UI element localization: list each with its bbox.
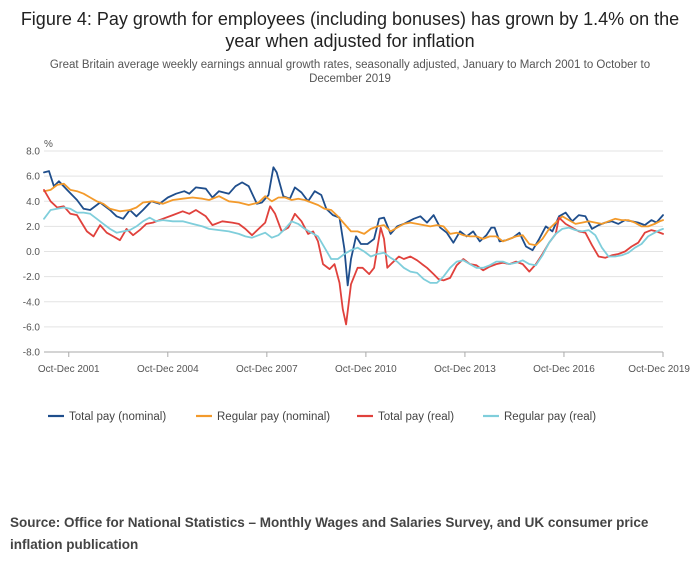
x-tick-label: Oct-Dec 2007 bbox=[236, 364, 298, 375]
series-line-3 bbox=[43, 189, 664, 326]
y-tick-label: 6.0 bbox=[26, 172, 40, 183]
legend-label: Regular pay (real) bbox=[504, 411, 596, 423]
x-tick-label: Oct-Dec 2016 bbox=[533, 364, 595, 375]
chart-subtitle: Great Britain average weekly earnings an… bbox=[49, 59, 651, 85]
legend: Total pay (nominal) Regular pay (nominal)… bbox=[48, 411, 596, 423]
y-tick-label: -4.0 bbox=[23, 297, 41, 308]
chart-title: Figure 4: Pay growth for employees (incl… bbox=[20, 9, 680, 51]
y-tick-label: -2.0 bbox=[23, 272, 41, 283]
y-axis: 8.0 6.0 4.0 2.0 0.0 -2.0 -4.0 -6.0 -8.0 bbox=[23, 147, 41, 359]
line-chart: % 8.0 6.0 4.0 2.0 0.0 -2.0 -4.0 -6.0 -8.0 Oct-De… bbox=[23, 139, 691, 423]
x-tick-label: Oct-Dec 2019 bbox=[628, 364, 690, 375]
series-line-4 bbox=[43, 206, 664, 284]
legend-label: Total pay (real) bbox=[378, 411, 454, 423]
source-note: Source: Office for National Statistics –… bbox=[10, 515, 649, 552]
y-tick-label: -6.0 bbox=[23, 322, 41, 333]
x-tick-label: Oct-Dec 2010 bbox=[335, 364, 397, 375]
y-tick-label: 2.0 bbox=[26, 222, 40, 233]
y-axis-unit-label: % bbox=[44, 139, 53, 150]
y-tick-label: 0.0 bbox=[26, 247, 40, 258]
x-tick-label: Oct-Dec 2013 bbox=[434, 364, 496, 375]
legend-label: Regular pay (nominal) bbox=[217, 411, 330, 423]
x-axis: Oct-Dec 2001 Oct-Dec 2004 Oct-Dec 2007 Oct-… bbox=[38, 352, 690, 375]
x-tick-label: Oct-Dec 2004 bbox=[137, 364, 199, 375]
legend-label: Total pay (nominal) bbox=[69, 411, 166, 423]
x-tick-label: Oct-Dec 2001 bbox=[38, 364, 100, 375]
y-tick-label: -8.0 bbox=[23, 348, 41, 359]
y-tick-label: 4.0 bbox=[26, 197, 40, 208]
series-lines bbox=[43, 166, 664, 326]
series-line-2 bbox=[43, 182, 664, 247]
y-tick-label: 8.0 bbox=[26, 147, 40, 158]
